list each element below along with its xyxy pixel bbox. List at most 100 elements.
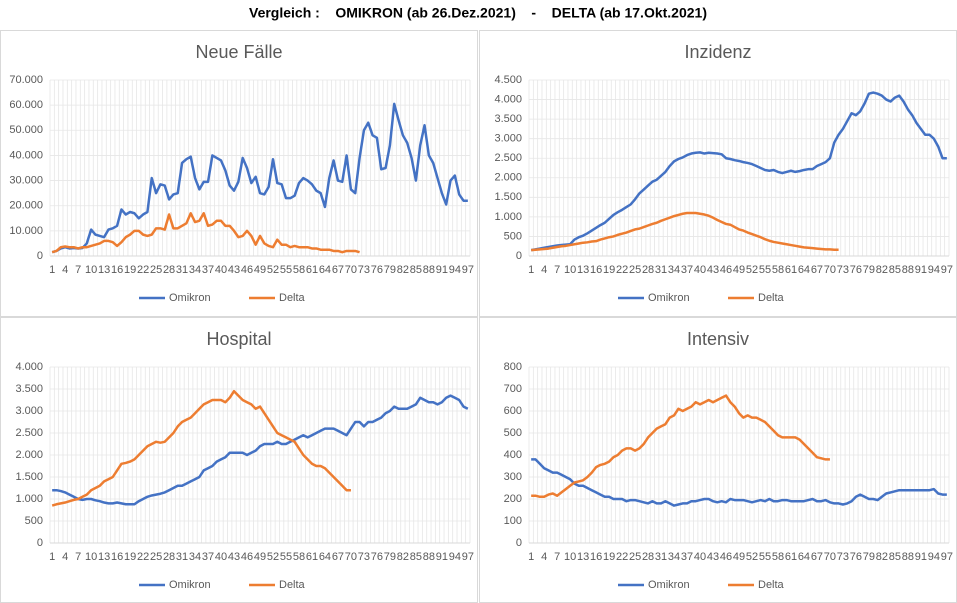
x-tick-label: 58 bbox=[293, 264, 305, 276]
x-tick-label: 4 bbox=[62, 264, 68, 276]
x-tick-label: 25 bbox=[629, 551, 641, 563]
x-tick-label: 88 bbox=[902, 551, 914, 563]
x-tick-label: 97 bbox=[462, 264, 474, 276]
series-line bbox=[51, 389, 351, 507]
x-tick-label: 70 bbox=[824, 551, 836, 563]
chart-title: Hospital bbox=[206, 329, 271, 349]
x-tick-label: 16 bbox=[111, 264, 123, 276]
x-tick-label: 40 bbox=[215, 264, 227, 276]
y-tick-label: 4.000 bbox=[15, 361, 43, 373]
chart-title: Inzidenz bbox=[684, 42, 751, 62]
x-tick-label: 52 bbox=[746, 264, 758, 276]
x-tick-label: 1 bbox=[528, 264, 534, 276]
y-tick-label: 3.000 bbox=[494, 133, 522, 145]
x-tick-label: 1 bbox=[528, 551, 534, 563]
panel-frame bbox=[0, 30, 478, 317]
x-tick-label: 70 bbox=[345, 264, 357, 276]
x-tick-label: 76 bbox=[850, 264, 862, 276]
x-tick-label: 43 bbox=[228, 551, 240, 563]
x-tick-label: 37 bbox=[202, 264, 214, 276]
x-tick-label: 64 bbox=[798, 551, 810, 563]
x-tick-label: 16 bbox=[111, 551, 123, 563]
x-tick-label: 76 bbox=[850, 551, 862, 563]
y-tick-label: 200 bbox=[504, 493, 522, 505]
x-tick-label: 55 bbox=[280, 264, 292, 276]
y-tick-label: 500 bbox=[504, 427, 522, 439]
legend-label: Delta bbox=[758, 579, 785, 591]
x-tick-label: 28 bbox=[163, 551, 175, 563]
x-tick-label: 82 bbox=[876, 264, 888, 276]
y-tick-label: 1.500 bbox=[494, 191, 522, 203]
x-tick-label: 88 bbox=[423, 551, 435, 563]
x-tick-label: 67 bbox=[332, 264, 344, 276]
x-tick-label: 91 bbox=[436, 551, 448, 563]
x-tick-label: 88 bbox=[902, 264, 914, 276]
x-tick-label: 10 bbox=[564, 551, 576, 563]
y-tick-label: 2.500 bbox=[494, 152, 522, 164]
x-tick-label: 61 bbox=[785, 551, 797, 563]
x-tick-label: 16 bbox=[590, 264, 602, 276]
x-tick-label: 25 bbox=[150, 264, 162, 276]
x-tick-label: 52 bbox=[267, 264, 279, 276]
x-tick-label: 16 bbox=[590, 551, 602, 563]
x-tick-label: 76 bbox=[371, 264, 383, 276]
y-tick-label: 1.000 bbox=[15, 493, 43, 505]
x-tick-label: 31 bbox=[176, 551, 188, 563]
x-tick-label: 49 bbox=[254, 551, 266, 563]
x-tick-label: 97 bbox=[941, 264, 953, 276]
chart: Inzidenz 0 500 1.000 1.500 2.000 2.500 3.000 3.5… bbox=[494, 42, 952, 304]
x-tick-label: 58 bbox=[772, 264, 784, 276]
x-tick-label: 52 bbox=[267, 551, 279, 563]
x-tick-label: 40 bbox=[215, 551, 227, 563]
x-tick-label: 97 bbox=[462, 551, 474, 563]
y-tick-label: 20.000 bbox=[9, 200, 43, 212]
y-tick-label: 3.500 bbox=[15, 383, 43, 395]
x-tick-label: 37 bbox=[681, 264, 693, 276]
x-tick-label: 34 bbox=[668, 264, 680, 276]
x-tick-label: 94 bbox=[928, 264, 940, 276]
y-tick-label: 30.000 bbox=[9, 174, 43, 186]
x-tick-label: 61 bbox=[306, 264, 318, 276]
x-tick-label: 91 bbox=[915, 264, 927, 276]
x-tick-label: 40 bbox=[694, 264, 706, 276]
x-tick-label: 70 bbox=[345, 551, 357, 563]
y-tick-label: 400 bbox=[504, 449, 522, 461]
y-tick-label: 2.000 bbox=[494, 172, 522, 184]
x-tick-label: 4 bbox=[541, 264, 547, 276]
x-tick-label: 67 bbox=[811, 264, 823, 276]
chart: Intensiv 0 100 200 300 400 500 600 700 800 1 4 7 10 13… bbox=[504, 329, 953, 591]
y-tick-label: 100 bbox=[504, 515, 522, 527]
x-tick-label: 85 bbox=[889, 264, 901, 276]
y-tick-label: 3.000 bbox=[15, 405, 43, 417]
x-tick-label: 79 bbox=[863, 264, 875, 276]
y-tick-label: 0 bbox=[516, 250, 522, 262]
y-tick-label: 600 bbox=[504, 405, 522, 417]
x-tick-label: 61 bbox=[785, 264, 797, 276]
x-tick-label: 46 bbox=[720, 551, 732, 563]
x-tick-label: 85 bbox=[889, 551, 901, 563]
y-tick-label: 500 bbox=[25, 515, 43, 527]
x-tick-label: 52 bbox=[746, 551, 758, 563]
x-tick-label: 10 bbox=[85, 551, 97, 563]
x-tick-label: 82 bbox=[876, 551, 888, 563]
series-line bbox=[531, 458, 947, 507]
x-tick-label: 55 bbox=[280, 551, 292, 563]
x-tick-label: 55 bbox=[759, 551, 771, 563]
x-tick-label: 40 bbox=[694, 551, 706, 563]
x-tick-label: 43 bbox=[707, 264, 719, 276]
y-tick-label: 70.000 bbox=[9, 74, 43, 86]
x-tick-label: 7 bbox=[554, 264, 560, 276]
series-line bbox=[531, 394, 830, 499]
series-line bbox=[51, 212, 360, 254]
y-tick-label: 4.500 bbox=[494, 74, 522, 86]
x-tick-label: 10 bbox=[564, 264, 576, 276]
x-tick-label: 4 bbox=[62, 551, 68, 563]
y-tick-label: 40.000 bbox=[9, 149, 43, 161]
page-title: Vergleich : OMIKRON (ab 26.Dez.2021) - D… bbox=[249, 5, 707, 21]
x-tick-label: 49 bbox=[254, 264, 266, 276]
legend-label: Delta bbox=[758, 292, 785, 304]
y-tick-label: 0 bbox=[37, 537, 43, 549]
x-tick-label: 67 bbox=[332, 551, 344, 563]
x-tick-label: 85 bbox=[410, 264, 422, 276]
legend-label: Omikron bbox=[648, 292, 690, 304]
